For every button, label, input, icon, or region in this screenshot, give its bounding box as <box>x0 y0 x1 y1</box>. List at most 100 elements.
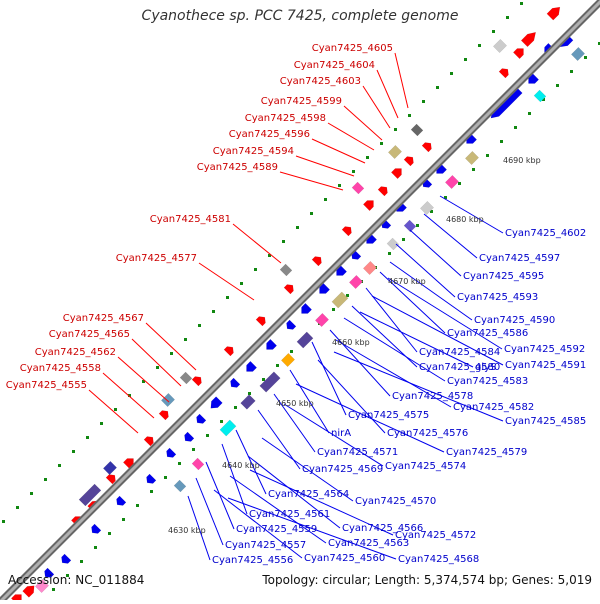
feature-layer <box>10 6 586 604</box>
tick-dot <box>346 294 349 297</box>
scale-label: 4630 kbp <box>168 526 206 535</box>
tick-dot <box>486 154 489 157</box>
reverse-leader-line <box>289 369 330 434</box>
reverse-gene-label: Cyan7425_4580 <box>419 362 500 373</box>
accession-text: Accession: NC_011884 <box>8 573 145 587</box>
forward-gene-feature <box>143 436 154 447</box>
tick-dot <box>16 506 19 509</box>
reverse-misc-feature <box>296 331 314 349</box>
reverse-leader-line <box>273 393 316 453</box>
tick-dot <box>296 226 299 229</box>
reverse-leader-line <box>187 495 211 561</box>
forward-misc-feature <box>102 460 118 476</box>
reverse-gene-feature <box>286 319 297 330</box>
forward-gene-label: Cyan7425_4599 <box>261 96 342 107</box>
tick-dot <box>380 142 383 145</box>
reverse-misc-feature <box>348 274 364 290</box>
reverse-misc-feature <box>280 352 296 368</box>
forward-gene-feature <box>223 346 234 357</box>
reverse-misc-feature <box>419 200 435 216</box>
reverse-leader-line <box>311 341 347 416</box>
reverse-gene-label: Cyan7425_4571 <box>317 447 398 458</box>
reverse-gene-label: Cyan7425_4576 <box>387 428 468 439</box>
tick-dot <box>184 338 187 341</box>
reverse-gene-label: Cyan7425_4564 <box>268 489 349 500</box>
reverse-leader-line <box>371 295 504 366</box>
tick-dot <box>506 16 509 19</box>
tick-dot <box>170 352 173 355</box>
forward-gene-feature <box>520 31 537 48</box>
reverse-gene-label: Cyan7425_4579 <box>446 447 527 458</box>
tick-dot <box>72 450 75 453</box>
forward-gene-feature <box>546 6 561 21</box>
forward-gene-label: Cyan7425_4558 <box>20 363 101 374</box>
reverse-misc-feature <box>403 219 417 233</box>
reverse-leader-line <box>365 287 418 353</box>
reverse-misc-feature <box>331 291 349 309</box>
reverse-leader-line <box>343 317 446 382</box>
reverse-gene-label: nirA <box>331 428 351 439</box>
reverse-gene-feature <box>246 360 258 372</box>
forward-gene-label: Cyan7425_4598 <box>245 113 326 124</box>
reverse-leader-line <box>195 477 224 546</box>
reverse-gene-feature <box>44 567 55 578</box>
tick-dot <box>212 310 215 313</box>
tick-dot <box>556 84 559 87</box>
tick-dot <box>402 238 405 241</box>
reverse-misc-feature <box>570 46 586 62</box>
reverse-gene-label: Cyan7425_4585 <box>505 416 586 427</box>
reverse-misc-feature <box>444 174 460 190</box>
tick-dot <box>276 364 279 367</box>
reverse-leader-line <box>439 195 504 234</box>
reverse-leader-line <box>335 339 452 408</box>
reverse-leader-line <box>205 461 235 530</box>
forward-gene-label: Cyan7425_4562 <box>35 347 116 358</box>
tick-dot <box>290 350 293 353</box>
tick-dot <box>422 100 425 103</box>
forward-leader-line <box>131 338 182 387</box>
forward-leader-line <box>311 138 366 164</box>
tick-dot <box>80 560 83 563</box>
forward-misc-feature <box>387 144 403 160</box>
tick-dot <box>114 408 117 411</box>
tick-dot <box>58 464 61 467</box>
tick-dot <box>226 296 229 299</box>
forward-gene-feature <box>22 585 35 598</box>
forward-gene-feature <box>362 200 374 212</box>
tick-dot <box>444 196 447 199</box>
reverse-leader-line <box>387 277 503 350</box>
forward-gene-label: Cyan7425_4603 <box>280 76 361 87</box>
forward-misc-feature <box>279 263 293 277</box>
tick-dot <box>528 112 531 115</box>
tick-dot <box>262 378 265 381</box>
forward-gene-label: Cyan7425_4581 <box>150 214 231 225</box>
reverse-gene-label: Cyan7425_4583 <box>447 376 528 387</box>
forward-leader-line <box>102 372 155 419</box>
reverse-leader-line <box>423 213 478 259</box>
reverse-leader-line <box>395 243 456 298</box>
forward-gene-feature <box>158 410 169 421</box>
forward-leader-line <box>232 223 282 264</box>
reverse-misc-feature <box>191 457 205 471</box>
forward-misc-feature <box>179 371 193 385</box>
reverse-gene-feature <box>210 396 223 409</box>
tick-dot <box>142 380 145 383</box>
reverse-gene-label: Cyan7425_4561 <box>249 509 330 520</box>
reverse-misc-feature <box>240 394 256 410</box>
forward-gene-label: Cyan7425_4565 <box>49 329 130 340</box>
reverse-misc-feature <box>533 89 547 103</box>
forward-gene-feature <box>377 186 388 197</box>
forward-gene-label: Cyan7425_4596 <box>229 129 310 140</box>
forward-misc-feature <box>34 578 50 594</box>
forward-gene-feature <box>191 376 202 387</box>
tick-dot <box>324 198 327 201</box>
tick-dot <box>436 86 439 89</box>
forward-leader-line <box>117 356 170 403</box>
reverse-gene-label: Cyan7425_4584 <box>419 347 500 358</box>
reverse-gene-label: Cyan7425_4575 <box>348 410 429 421</box>
forward-misc-feature <box>492 38 508 54</box>
reverse-gene-feature <box>61 553 72 564</box>
forward-leader-line <box>343 105 383 141</box>
forward-gene-feature <box>311 256 322 267</box>
